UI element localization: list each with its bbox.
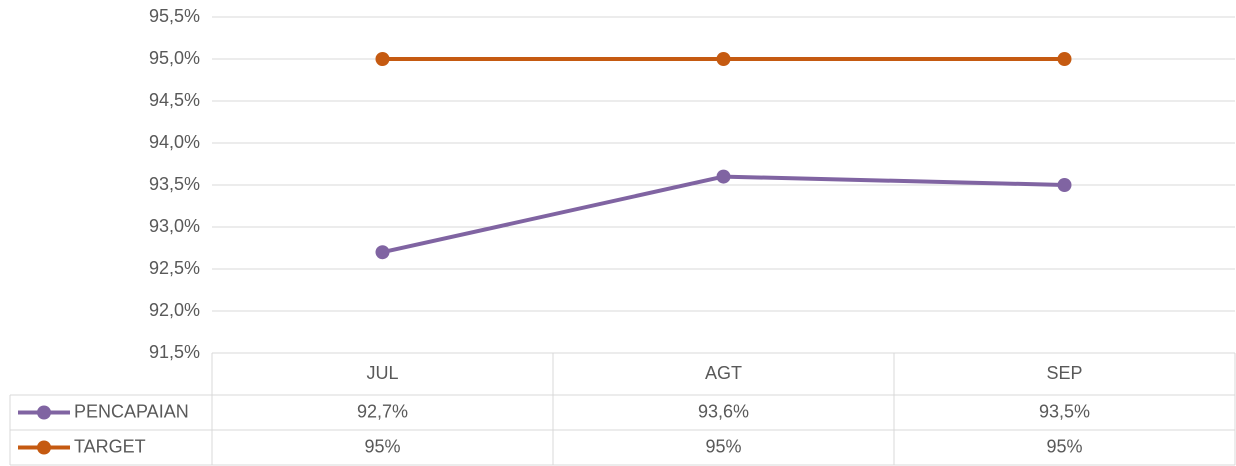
series-line: [382, 174, 1065, 255]
data-label: 95%: [705, 436, 741, 456]
point: [375, 245, 390, 260]
y-tick-label: 95,5%: [149, 6, 200, 26]
data-label: 93,5%: [1039, 401, 1090, 421]
point: [1057, 178, 1072, 192]
y-tick-label: 93,5%: [149, 174, 200, 194]
y-tick-label: 95,0%: [149, 48, 200, 68]
x-tick-label: AGT: [705, 363, 742, 383]
legend-label: PENCAPAIAN: [74, 401, 189, 421]
legend-marker: [37, 405, 51, 420]
legend-label: TARGET: [74, 436, 146, 456]
data-label: 92,7%: [357, 401, 408, 421]
y-tick-label: 92,0%: [149, 300, 200, 320]
data-label: 95%: [1046, 436, 1082, 456]
data-label: 93,6%: [698, 401, 749, 421]
y-tick-label: 91,5%: [149, 342, 200, 362]
x-tick-label: JUL: [366, 363, 398, 383]
y-tick-label: 94,0%: [149, 132, 200, 152]
y-tick-label: 94,5%: [149, 90, 200, 110]
point: [716, 52, 731, 66]
point: [375, 52, 390, 66]
point: [1057, 52, 1072, 66]
x-tick-label: SEP: [1046, 363, 1082, 383]
y-tick-label: 93,0%: [149, 216, 200, 236]
legend-marker: [37, 440, 51, 455]
data-label: 95%: [364, 436, 400, 456]
y-tick-label: 92,5%: [149, 258, 200, 278]
point: [716, 169, 731, 184]
